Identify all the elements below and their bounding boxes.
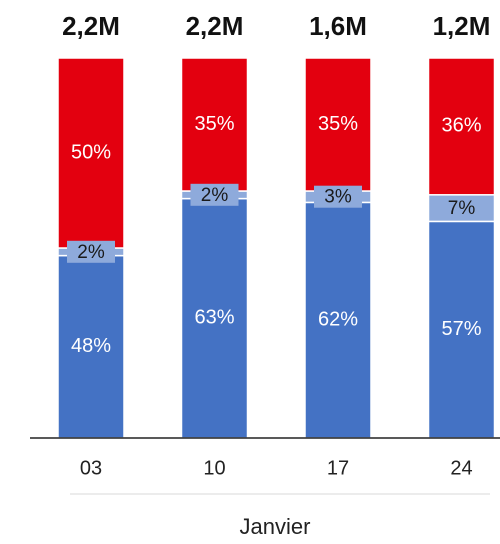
total-label: 2,2M xyxy=(186,11,244,41)
x-axis-title: Janvier xyxy=(240,514,311,539)
bar-segment xyxy=(304,57,372,192)
total-label: 2,2M xyxy=(62,11,120,41)
value-label: 7% xyxy=(448,198,476,219)
value-label: 35% xyxy=(194,113,234,135)
label-box xyxy=(67,240,115,263)
x-tick-label: 10 xyxy=(203,457,225,479)
value-label: 36% xyxy=(441,115,481,137)
total-label: 1,2M xyxy=(433,11,491,41)
value-label: 3% xyxy=(324,187,352,208)
bar-segment xyxy=(180,57,249,192)
value-label: 62% xyxy=(318,308,358,330)
bar-segment xyxy=(180,197,249,439)
value-label: 63% xyxy=(194,307,234,329)
bar-segment xyxy=(427,57,496,196)
value-label: 2% xyxy=(201,185,229,206)
value-label: 35% xyxy=(318,113,358,135)
value-label: 48% xyxy=(71,335,111,357)
total-label: 1,6M xyxy=(309,11,367,41)
x-tick-label: 03 xyxy=(80,457,102,479)
label-box xyxy=(314,185,362,208)
x-tick-label: 17 xyxy=(327,457,349,479)
value-label: 50% xyxy=(71,141,111,163)
label-box xyxy=(437,197,486,220)
label-box xyxy=(190,183,239,206)
value-label: 57% xyxy=(441,318,481,340)
value-label: 2% xyxy=(77,242,105,263)
x-tick-label: 24 xyxy=(450,457,472,479)
